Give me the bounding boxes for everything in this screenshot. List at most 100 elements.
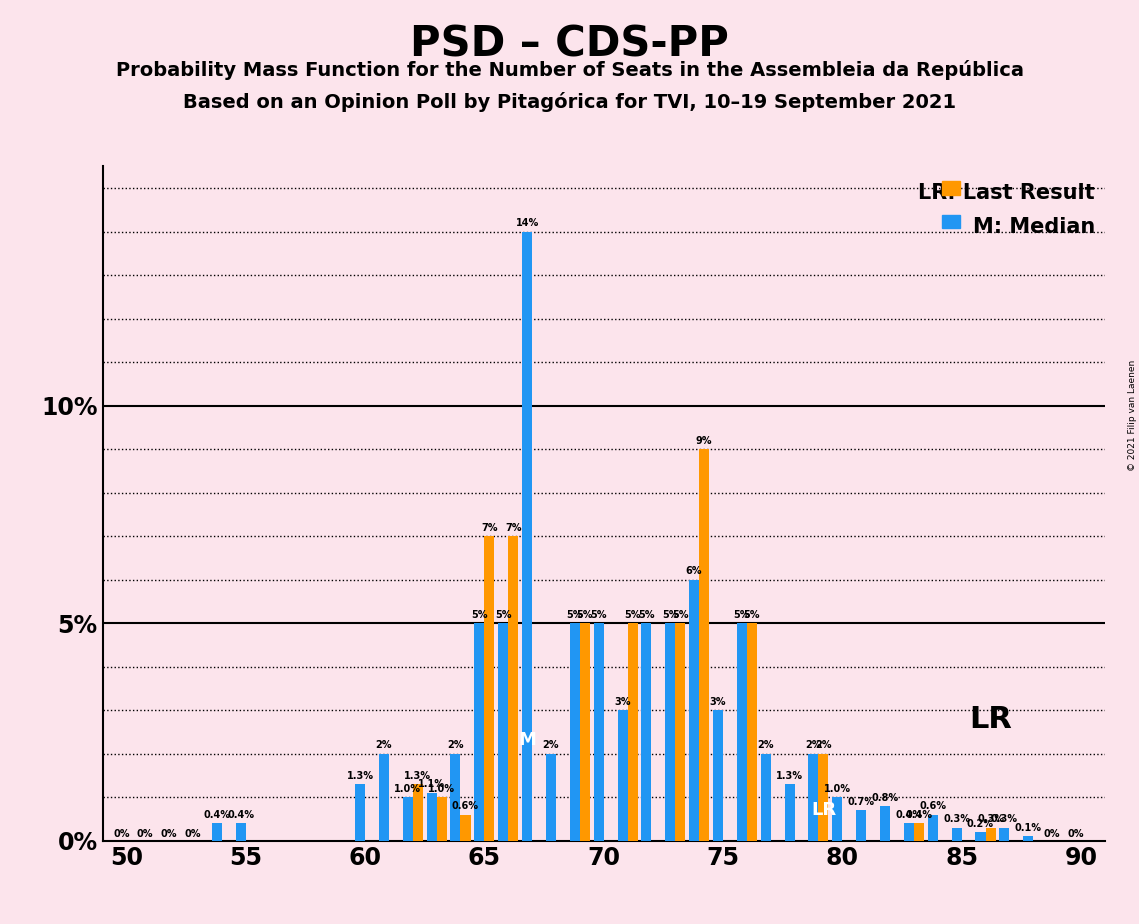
Text: 7%: 7% bbox=[481, 523, 498, 533]
Text: 0.1%: 0.1% bbox=[1015, 823, 1042, 833]
Text: 0%: 0% bbox=[185, 829, 202, 839]
Text: 0.4%: 0.4% bbox=[895, 810, 923, 820]
Text: 0.3%: 0.3% bbox=[977, 814, 1003, 824]
Text: 0.3%: 0.3% bbox=[991, 814, 1018, 824]
Text: 2%: 2% bbox=[757, 740, 775, 750]
Text: 0.6%: 0.6% bbox=[919, 801, 947, 811]
Bar bbox=[628, 624, 638, 841]
Text: 1.0%: 1.0% bbox=[394, 784, 421, 794]
Bar bbox=[508, 536, 518, 841]
Bar bbox=[498, 624, 508, 841]
Text: 3%: 3% bbox=[710, 697, 727, 707]
Text: LR: LR bbox=[969, 705, 1013, 734]
Text: 5%: 5% bbox=[744, 610, 760, 620]
Bar bbox=[436, 797, 446, 841]
Text: 0.4%: 0.4% bbox=[227, 810, 254, 820]
Text: 3%: 3% bbox=[614, 697, 631, 707]
Bar bbox=[785, 784, 795, 841]
Bar bbox=[641, 624, 652, 841]
Bar bbox=[355, 784, 364, 841]
Text: 14%: 14% bbox=[516, 218, 539, 228]
Bar bbox=[427, 793, 436, 841]
Bar bbox=[580, 624, 590, 841]
Text: 0.4%: 0.4% bbox=[204, 810, 230, 820]
Bar bbox=[928, 815, 937, 841]
Text: 0%: 0% bbox=[137, 829, 154, 839]
Text: 0.2%: 0.2% bbox=[967, 819, 994, 829]
Bar bbox=[809, 754, 819, 841]
Bar bbox=[913, 823, 924, 841]
Text: 1.3%: 1.3% bbox=[346, 771, 374, 781]
Bar bbox=[675, 624, 686, 841]
Bar bbox=[999, 828, 1009, 841]
Text: PSD – CDS-PP: PSD – CDS-PP bbox=[410, 23, 729, 65]
Bar bbox=[833, 797, 843, 841]
Text: 1.0%: 1.0% bbox=[823, 784, 851, 794]
Text: 0%: 0% bbox=[1043, 829, 1060, 839]
Text: 7%: 7% bbox=[505, 523, 522, 533]
Text: 1.3%: 1.3% bbox=[404, 771, 432, 781]
Text: 5%: 5% bbox=[590, 610, 607, 620]
Text: 0%: 0% bbox=[161, 829, 178, 839]
Bar bbox=[460, 815, 470, 841]
Bar bbox=[904, 823, 913, 841]
Text: 2%: 2% bbox=[376, 740, 392, 750]
Bar bbox=[1023, 836, 1033, 841]
Text: 5%: 5% bbox=[662, 610, 679, 620]
Text: Based on an Opinion Poll by Pitagórica for TVI, 10–19 September 2021: Based on an Opinion Poll by Pitagórica f… bbox=[183, 92, 956, 113]
Text: 2%: 2% bbox=[816, 740, 831, 750]
Bar bbox=[379, 754, 388, 841]
Bar bbox=[737, 624, 747, 841]
Text: LR: Last Result: LR: Last Result bbox=[918, 183, 1095, 203]
Text: 5%: 5% bbox=[638, 610, 655, 620]
Text: 0.7%: 0.7% bbox=[847, 796, 875, 807]
Text: 2%: 2% bbox=[448, 740, 464, 750]
Bar bbox=[880, 806, 890, 841]
Text: 0.4%: 0.4% bbox=[906, 810, 933, 820]
Bar bbox=[412, 784, 423, 841]
Bar bbox=[975, 833, 985, 841]
Bar bbox=[236, 823, 246, 841]
Text: 5%: 5% bbox=[734, 610, 751, 620]
Text: 6%: 6% bbox=[686, 566, 703, 577]
Bar bbox=[212, 823, 222, 841]
Bar bbox=[617, 711, 628, 841]
Text: 5%: 5% bbox=[566, 610, 583, 620]
Bar bbox=[403, 797, 412, 841]
Bar bbox=[942, 181, 960, 195]
Text: 2%: 2% bbox=[542, 740, 559, 750]
Text: 0%: 0% bbox=[1067, 829, 1084, 839]
Text: © 2021 Filip van Laenen: © 2021 Filip van Laenen bbox=[1128, 360, 1137, 471]
Text: 1.0%: 1.0% bbox=[428, 784, 456, 794]
Text: M: Median: M: Median bbox=[973, 217, 1095, 237]
Text: M: M bbox=[518, 732, 536, 749]
Bar bbox=[747, 624, 757, 841]
Text: 2%: 2% bbox=[805, 740, 821, 750]
Text: 0.6%: 0.6% bbox=[452, 801, 480, 811]
Bar bbox=[570, 624, 580, 841]
Text: 1.1%: 1.1% bbox=[418, 780, 445, 789]
Bar bbox=[819, 754, 828, 841]
Text: LR: LR bbox=[811, 801, 836, 819]
Bar bbox=[951, 828, 961, 841]
Text: 5%: 5% bbox=[576, 610, 593, 620]
Text: 5%: 5% bbox=[624, 610, 641, 620]
Bar bbox=[484, 536, 494, 841]
Text: 5%: 5% bbox=[495, 610, 511, 620]
Bar bbox=[474, 624, 484, 841]
Bar bbox=[699, 449, 710, 841]
Bar bbox=[985, 828, 995, 841]
Bar bbox=[546, 754, 556, 841]
Bar bbox=[450, 754, 460, 841]
Text: 0.8%: 0.8% bbox=[871, 793, 899, 803]
Text: Probability Mass Function for the Number of Seats in the Assembleia da República: Probability Mass Function for the Number… bbox=[115, 60, 1024, 80]
Text: 5%: 5% bbox=[472, 610, 487, 620]
Text: 0.3%: 0.3% bbox=[943, 814, 970, 824]
Bar bbox=[761, 754, 771, 841]
Bar bbox=[689, 579, 699, 841]
Text: 9%: 9% bbox=[696, 436, 712, 445]
Text: 5%: 5% bbox=[672, 610, 689, 620]
Bar bbox=[713, 711, 723, 841]
Bar bbox=[522, 232, 532, 841]
Bar bbox=[593, 624, 604, 841]
